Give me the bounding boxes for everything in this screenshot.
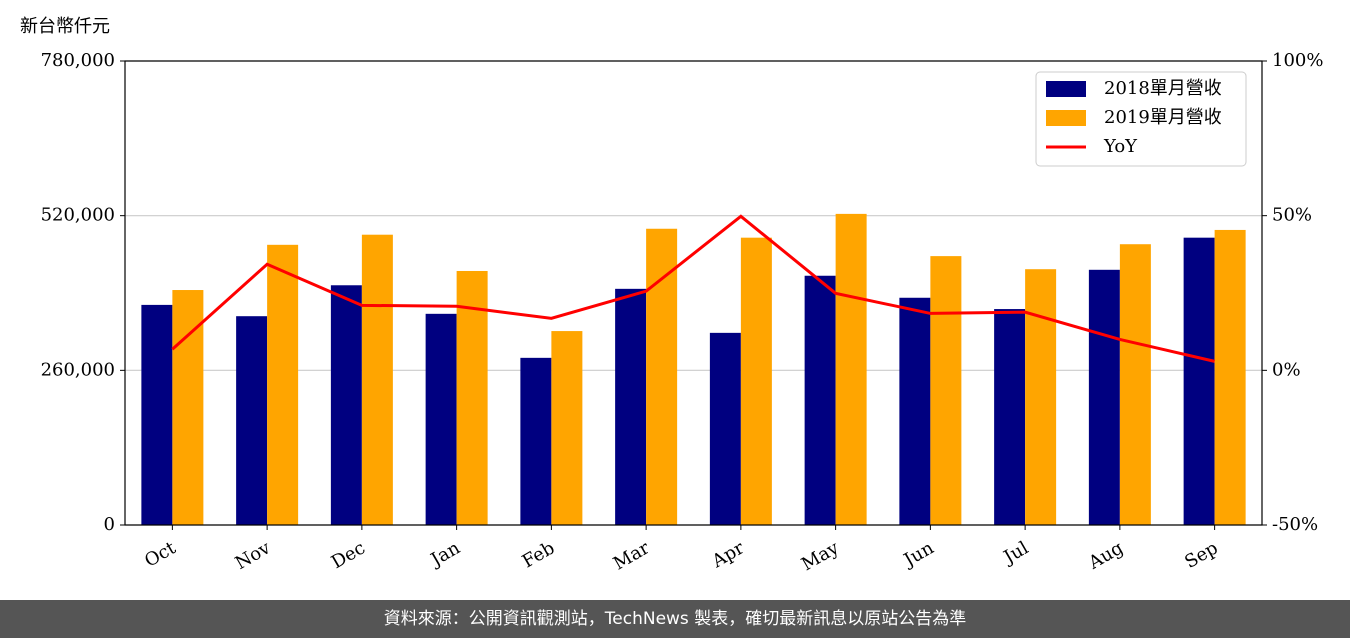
x-tick-label: Jun <box>899 537 938 572</box>
legend-swatch <box>1046 81 1086 97</box>
bar <box>1214 229 1246 525</box>
bar <box>930 256 962 525</box>
legend-label: 2019單月營收 <box>1104 107 1222 128</box>
bar <box>709 332 741 525</box>
y-tick-label: 520,000 <box>41 205 115 226</box>
footer-bar <box>0 600 1350 638</box>
bar <box>520 357 552 525</box>
x-tick-label: Aug <box>1084 537 1127 574</box>
x-tick-label: Feb <box>519 537 559 572</box>
x-tick-label: Sep <box>1181 537 1221 572</box>
bar <box>361 234 393 525</box>
bar <box>740 237 772 525</box>
y2-tick-label: 0% <box>1272 359 1301 380</box>
bar <box>1183 237 1215 525</box>
y-tick-label: 260,000 <box>41 359 115 380</box>
bar <box>267 244 299 526</box>
y-axis-label: 新台幣仟元 <box>20 16 110 37</box>
legend-label: YoY <box>1103 136 1138 157</box>
x-tick-label: Nov <box>232 537 275 574</box>
bar <box>646 228 678 525</box>
x-tick-label: Apr <box>708 537 748 572</box>
y2-tick-label: 50% <box>1272 205 1312 226</box>
bar <box>551 331 583 525</box>
bar <box>456 270 488 525</box>
bar <box>330 285 362 525</box>
x-tick-label: Oct <box>141 537 180 572</box>
bar <box>236 316 268 525</box>
bar <box>425 313 457 525</box>
y-tick-label: 0 <box>104 514 115 535</box>
x-tick-label: Jul <box>999 537 1033 569</box>
bar <box>141 304 173 525</box>
footer-text: 資料來源：公開資訊觀測站，TechNews 製表，確切最新訊息以原站公告為準 <box>384 609 966 629</box>
bar <box>1025 269 1057 525</box>
yoy-line <box>171 214 1215 363</box>
plot-frame <box>124 60 1263 526</box>
bar <box>804 275 836 525</box>
bar <box>899 297 931 525</box>
bar <box>994 309 1026 525</box>
bar <box>172 290 204 525</box>
x-tick-label: Dec <box>328 537 369 573</box>
x-tick-label: Jan <box>426 537 464 571</box>
x-tick-label: Mar <box>610 537 654 574</box>
y-tick-label: 780,000 <box>41 50 115 71</box>
legend-label: 2018單月營收 <box>1104 78 1222 99</box>
legend-swatch <box>1046 110 1086 126</box>
bar <box>615 288 647 525</box>
bar <box>1119 244 1151 525</box>
bar <box>1088 269 1120 525</box>
bar <box>835 213 867 525</box>
legend-box <box>1035 71 1247 167</box>
x-tick-label: May <box>798 537 843 575</box>
y2-tick-label: 100% <box>1272 50 1323 71</box>
y2-tick-label: -50% <box>1272 514 1318 535</box>
